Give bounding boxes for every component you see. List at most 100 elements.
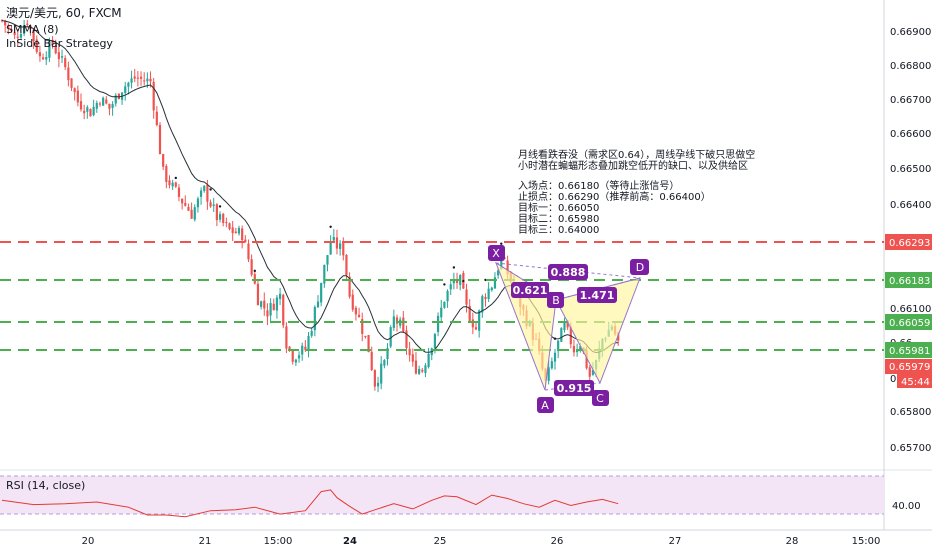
candle-body xyxy=(86,107,89,112)
price-tick: 0.65800 xyxy=(890,407,931,418)
candle-body xyxy=(275,297,279,311)
candle-body xyxy=(370,351,373,370)
candle-body xyxy=(13,32,16,35)
candle-body xyxy=(136,77,139,79)
rsi-polyline xyxy=(1,489,619,518)
candle-body xyxy=(339,243,342,249)
candle-body xyxy=(48,41,51,58)
candle-body xyxy=(206,184,209,202)
candle-body xyxy=(244,239,247,243)
candle-body xyxy=(579,346,582,351)
candle-body xyxy=(133,76,136,79)
candle-body xyxy=(263,300,266,309)
candle-body xyxy=(389,327,392,347)
candle-body xyxy=(83,110,86,114)
candle-body xyxy=(320,282,323,303)
candle-body xyxy=(566,320,569,328)
inside-bar-dot xyxy=(500,242,503,245)
inside-bar-dot xyxy=(462,279,465,283)
candle-body xyxy=(506,260,509,275)
candle-body xyxy=(424,365,427,373)
candle-body xyxy=(335,237,339,249)
tag-0.66183: 0.66183 xyxy=(885,272,932,288)
rsi-band xyxy=(0,476,884,514)
tag-0.66059: 0.66059 xyxy=(885,314,932,330)
price-tick: 0.66400 xyxy=(890,200,931,211)
candle-body xyxy=(218,214,222,220)
candle-body xyxy=(383,360,386,366)
candle-body xyxy=(395,317,399,324)
candle-body xyxy=(304,346,307,350)
candle-body xyxy=(313,307,316,331)
candle-body xyxy=(199,190,203,197)
time-tick: 15:00 xyxy=(852,536,881,547)
candle-body xyxy=(187,206,190,211)
candle-body xyxy=(563,321,566,331)
candle-body xyxy=(572,346,576,353)
candle-body xyxy=(190,209,193,219)
candle-body xyxy=(45,57,48,60)
candle-body xyxy=(124,86,127,93)
candle-body xyxy=(231,227,234,234)
candle-body xyxy=(361,318,364,334)
candle-body xyxy=(560,328,563,342)
time-axis[interactable]: 20 21 15:00 24 25 26 27 28 15:00 xyxy=(82,536,881,547)
candle-body xyxy=(209,202,212,207)
candle-body xyxy=(60,56,64,58)
svg-text:0.65981: 0.65981 xyxy=(889,346,930,357)
candle-body xyxy=(146,78,149,82)
price-level-tags[interactable]: 0.66293 0.66183 0.66059 0.65981 0.65979 … xyxy=(885,234,932,388)
candle-body xyxy=(111,104,114,108)
candle-body xyxy=(32,29,35,42)
candle-body xyxy=(149,78,152,82)
candle-body xyxy=(196,198,200,208)
candle-body xyxy=(342,242,345,256)
candle-body xyxy=(465,289,468,305)
analysis-note[interactable]: 月线看跌吞没（需求区0.64），周线孕线下破只思做空 小时潜在蝙蝠形态叠加跳空低… xyxy=(518,148,755,236)
candle-body xyxy=(250,259,253,275)
inside-bar-dot xyxy=(553,337,557,340)
candle-body xyxy=(7,25,10,28)
inside-bar-dot xyxy=(209,188,212,191)
candle-body xyxy=(294,359,297,363)
main-plot-area[interactable] xyxy=(0,0,884,468)
bat-pattern[interactable]: 0.888 0.621 1.471 0.915 X A B C D xyxy=(488,245,649,413)
candle-body xyxy=(332,237,335,241)
svg-text:0.621: 0.621 xyxy=(513,284,548,297)
svg-text:0.66059: 0.66059 xyxy=(889,318,930,329)
candle-body xyxy=(386,348,389,360)
candle-body xyxy=(16,36,19,38)
tag-countdown: 45:44 xyxy=(897,374,932,388)
candle-body xyxy=(380,363,383,384)
candle-body xyxy=(177,187,181,197)
candle-body xyxy=(256,283,260,306)
candle-body xyxy=(38,52,42,57)
candle-body xyxy=(348,276,351,297)
candle-body xyxy=(421,369,424,372)
candle-body xyxy=(41,57,45,60)
tag-current-price: 0.65979 xyxy=(885,359,932,374)
candle-body xyxy=(297,355,301,359)
chart-legend[interactable]: 澳元/美元, 60, FXCM SMMA (8) InSide Bar Stra… xyxy=(6,6,122,50)
candle-body xyxy=(155,111,158,126)
candle-body xyxy=(108,103,111,109)
candle-body xyxy=(440,307,443,318)
svg-text:0.65979: 0.65979 xyxy=(889,362,930,373)
candle-body xyxy=(222,213,225,224)
candle-body xyxy=(433,333,437,349)
candle-body xyxy=(408,348,411,356)
candle-body xyxy=(35,39,38,52)
candle-body xyxy=(414,360,418,374)
time-tick: 26 xyxy=(551,536,564,547)
candle-body xyxy=(98,103,102,105)
candle-body xyxy=(474,327,478,330)
candle-body xyxy=(282,294,285,326)
candle-body xyxy=(162,154,165,167)
tag-0.66293: 0.66293 xyxy=(885,234,932,250)
note-line-target3: 目标三：0.64000 xyxy=(518,224,599,236)
candle-body xyxy=(316,301,320,308)
candle-body xyxy=(19,33,23,38)
candle-body xyxy=(497,270,500,276)
candle-body xyxy=(26,23,29,25)
